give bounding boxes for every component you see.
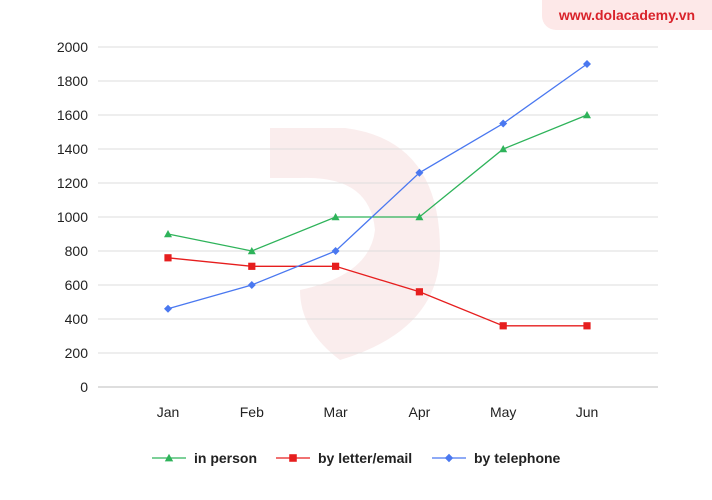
data-point — [332, 262, 340, 270]
legend-marker — [289, 454, 297, 462]
legend-item: by letter/email — [276, 450, 412, 466]
y-axis: 0 200 400 600 800 1000 1200 1400 1600 1800 2000 — [57, 39, 88, 395]
data-point — [583, 111, 591, 119]
series-line — [167, 63, 588, 310]
watermark-badge: www.dolacademy.vn — [542, 0, 712, 30]
x-tick-label: Apr — [409, 404, 431, 420]
legend-item: by telephone — [432, 450, 561, 466]
series-line — [167, 114, 588, 252]
legend-marker — [164, 453, 174, 462]
background-logo — [270, 128, 440, 360]
series-group — [164, 60, 591, 330]
x-tick-label: May — [490, 404, 516, 420]
data-point — [164, 230, 172, 238]
y-tick-label: 1400 — [57, 141, 88, 157]
logo-shape — [270, 128, 440, 360]
data-point — [415, 168, 424, 177]
data-point — [164, 304, 172, 313]
y-tick-label: 1000 — [57, 209, 88, 225]
y-tick-label: 800 — [65, 243, 89, 259]
data-point — [415, 288, 423, 296]
x-tick-label: Jun — [576, 404, 599, 420]
legend-item: in person — [152, 450, 257, 466]
y-tick-label: 2000 — [57, 39, 88, 55]
x-tick-label: Jan — [157, 404, 180, 420]
data-point — [499, 145, 508, 153]
series-by-letter-email — [164, 254, 591, 330]
legend: in person by letter/email by telephone — [152, 450, 561, 466]
x-tick-label: Feb — [240, 404, 264, 420]
y-tick-label: 1600 — [57, 107, 88, 123]
legend-marker — [444, 453, 454, 463]
data-point — [247, 281, 256, 289]
data-point — [331, 247, 340, 255]
data-point — [248, 262, 256, 270]
legend-label: by letter/email — [318, 450, 412, 466]
series-line — [167, 257, 587, 327]
data-point — [499, 322, 507, 330]
legend-label: in person — [194, 450, 257, 466]
series-in-person — [164, 111, 591, 255]
series-by-telephone — [164, 60, 591, 313]
watermark-text: www.dolacademy.vn — [558, 7, 696, 23]
y-tick-label: 400 — [65, 311, 89, 327]
x-tick-label: Mar — [324, 404, 348, 420]
data-point — [331, 213, 340, 221]
data-point — [583, 322, 591, 330]
data-point — [499, 119, 508, 128]
y-tick-label: 1200 — [57, 175, 88, 191]
data-point — [164, 254, 172, 262]
y-tick-label: 0 — [80, 379, 88, 395]
data-point — [247, 247, 256, 255]
y-tick-label: 600 — [65, 277, 89, 293]
x-axis: Jan Feb Mar Apr May Jun — [157, 404, 599, 420]
y-tick-label: 200 — [65, 345, 89, 361]
data-point — [415, 213, 424, 221]
data-point — [583, 60, 591, 68]
y-tick-label: 1800 — [57, 73, 88, 89]
legend-label: by telephone — [474, 450, 561, 466]
